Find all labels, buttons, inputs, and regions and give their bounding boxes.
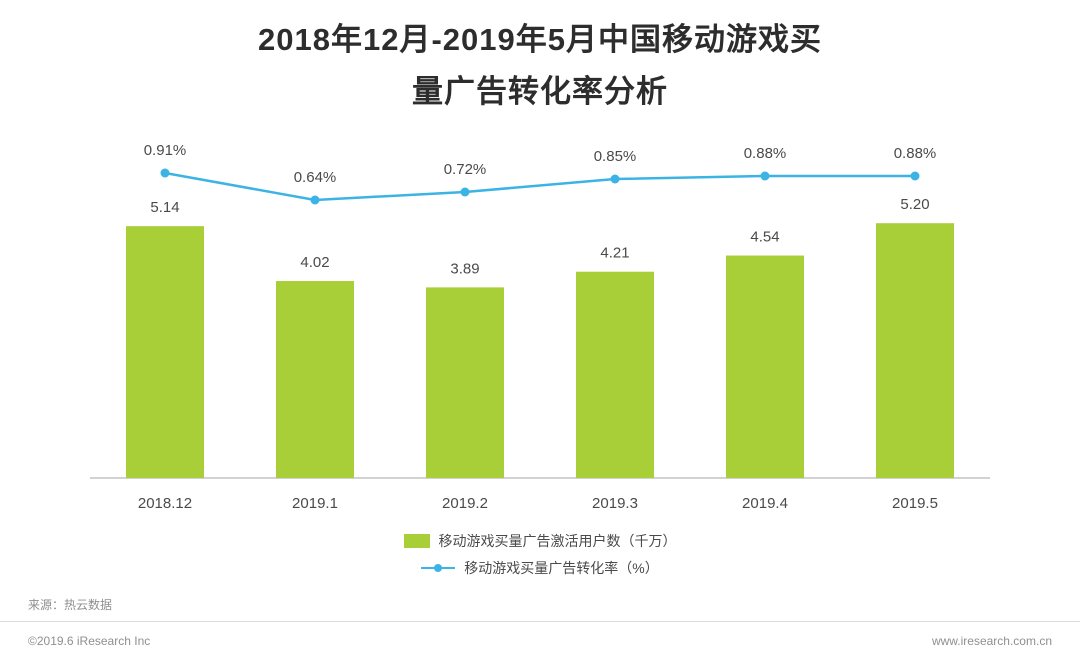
line-point-2019.4 bbox=[760, 171, 770, 181]
footer-divider bbox=[0, 621, 1080, 622]
category-label: 2019.2 bbox=[442, 495, 488, 512]
bar-value-label: 5.20 bbox=[900, 196, 929, 213]
chart-canvas: 5.14 2018.12 4.02 2019.1 3.89 2019.2 4.21 2019.… bbox=[90, 142, 990, 512]
bar-value-label: 4.21 bbox=[600, 245, 629, 262]
bar-2019.4 bbox=[726, 255, 804, 478]
bar-value-label: 4.54 bbox=[750, 229, 779, 246]
data-source-note: 来源：热云数据 bbox=[28, 598, 113, 612]
bar-2018.12 bbox=[126, 226, 204, 478]
bar-2019.2 bbox=[426, 287, 504, 478]
line-value-label: 0.64% bbox=[294, 169, 337, 186]
line-value-label: 0.85% bbox=[594, 148, 637, 165]
chart-title-line1: 2018年12月-2019年5月中国移动游戏买 bbox=[258, 22, 822, 57]
line-point-2019.5 bbox=[910, 171, 920, 181]
category-label: 2019.4 bbox=[742, 495, 788, 512]
legend-bar-label: 移动游戏买量广告激活用户数（千万） bbox=[438, 533, 677, 549]
chart-legend: 移动游戏买量广告激活用户数（千万） 移动游戏买量广告转化率（%） bbox=[0, 531, 1080, 578]
legend-item-line: 移动游戏买量广告转化率（%） bbox=[421, 558, 659, 578]
line-value-label: 0.72% bbox=[444, 161, 487, 178]
chart-title: 2018年12月-2019年5月中国移动游戏买 量广告转化率分析 bbox=[0, 0, 1080, 118]
chart-title-line2: 量广告转化率分析 bbox=[412, 74, 668, 109]
bar-value-label: 4.02 bbox=[300, 254, 329, 271]
bar-2019.3 bbox=[576, 271, 654, 478]
bar-series-swatch-icon bbox=[403, 534, 430, 548]
line-value-label: 0.88% bbox=[894, 145, 937, 162]
bar-value-label: 5.14 bbox=[150, 199, 179, 216]
line-point-2019.3 bbox=[610, 174, 620, 184]
category-label: 2019.5 bbox=[892, 495, 938, 512]
line-value-label: 0.88% bbox=[744, 145, 787, 162]
category-label: 2018.12 bbox=[138, 495, 192, 512]
category-label: 2019.1 bbox=[292, 495, 338, 512]
copyright-text: ©2019.6 iResearch Inc bbox=[28, 634, 151, 648]
bar-2019.1 bbox=[276, 281, 354, 478]
conversion-rate-line bbox=[164, 171, 915, 202]
legend-item-bar: 移动游戏买量广告激活用户数（千万） bbox=[403, 531, 677, 551]
line-point-2018.12 bbox=[160, 168, 170, 178]
website-link[interactable]: www.iresearch.com.cn bbox=[931, 634, 1052, 648]
bar-value-label: 3.89 bbox=[450, 260, 479, 277]
line-value-label: 0.91% bbox=[144, 142, 187, 159]
footer: ©2019.6 iResearch Inc www.iresearch.com.… bbox=[0, 622, 1080, 648]
legend-line-label: 移动游戏买量广告转化率（%） bbox=[464, 560, 659, 576]
category-label: 2019.3 bbox=[592, 495, 638, 512]
line-point-2019.1 bbox=[310, 195, 320, 205]
line-point-2019.2 bbox=[460, 187, 470, 197]
line-series-swatch-icon bbox=[421, 561, 456, 575]
bar-2019.5 bbox=[876, 223, 954, 478]
